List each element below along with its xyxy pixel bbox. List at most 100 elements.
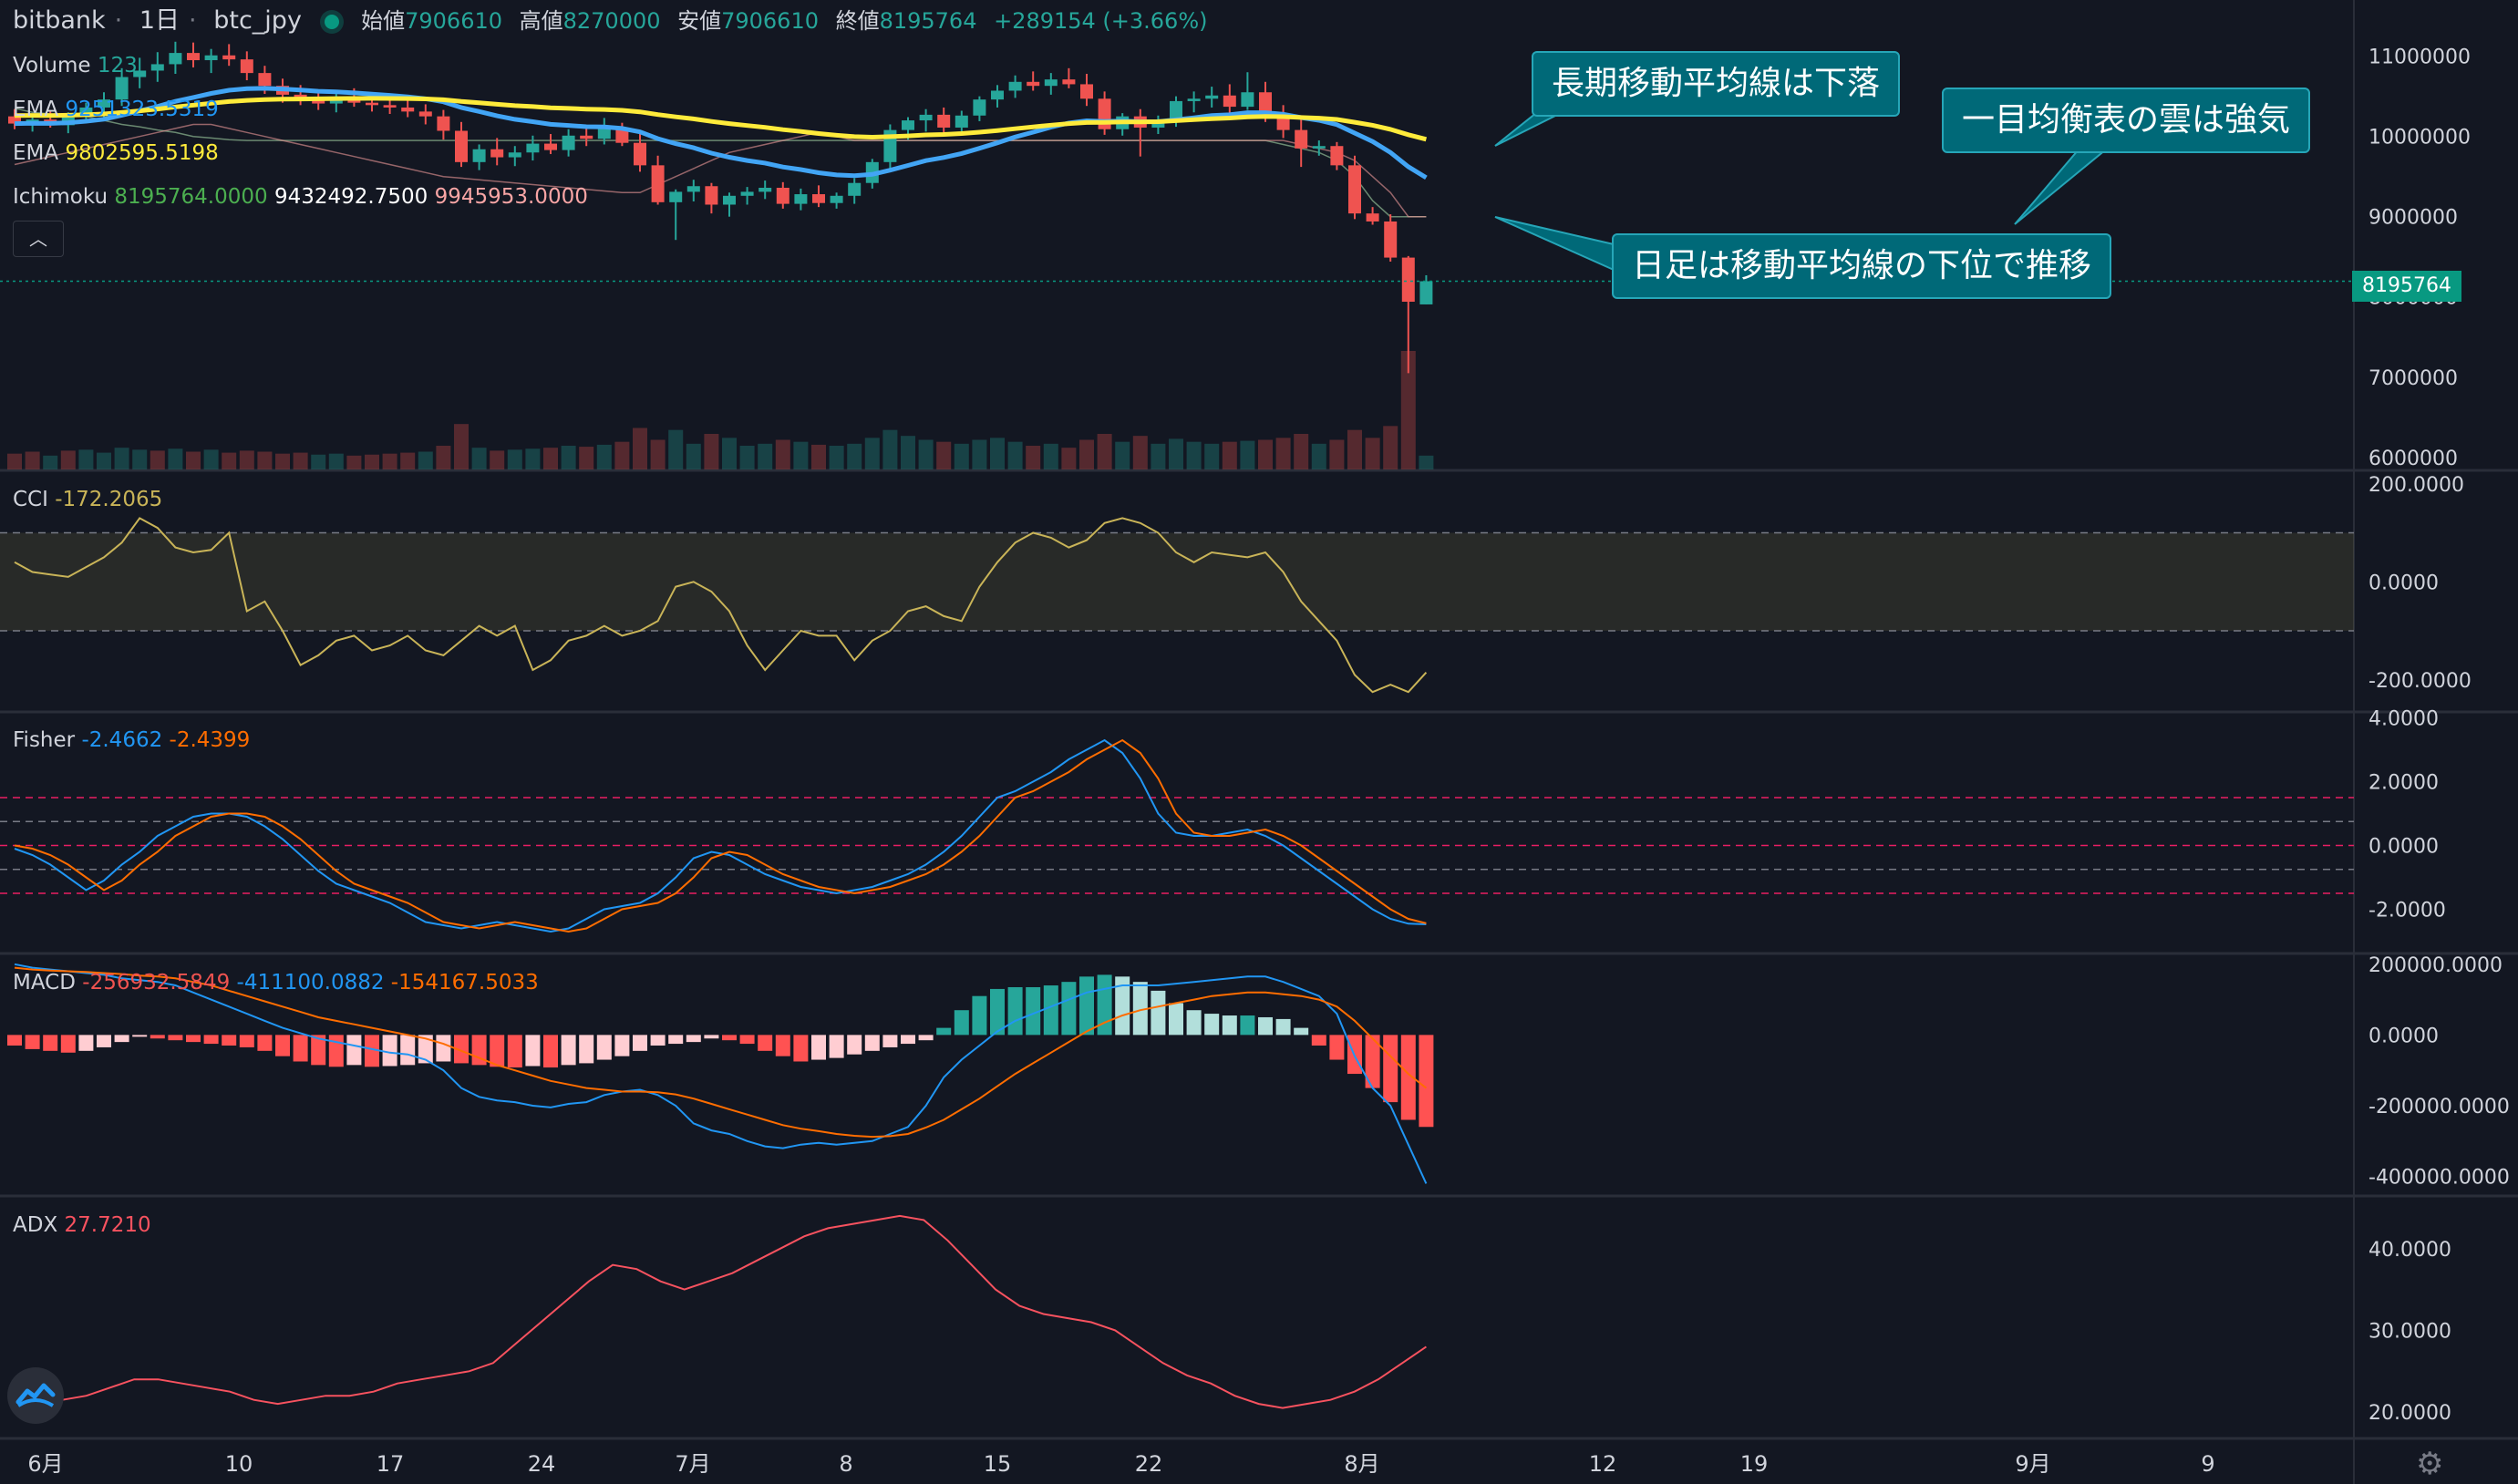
y-tick-label: 0.0000 bbox=[2368, 836, 2439, 859]
candle-body bbox=[1170, 100, 1182, 122]
volume-bar bbox=[346, 455, 362, 469]
candle-body bbox=[1205, 95, 1219, 99]
macd-histogram-bar bbox=[686, 1035, 701, 1043]
exchange-name: bitbank bbox=[13, 6, 106, 35]
volume-bar bbox=[7, 453, 22, 469]
volume-bar bbox=[186, 451, 201, 469]
fisher-legend[interactable]: Fisher -2.4662 -2.4399 bbox=[13, 728, 251, 752]
volume-bar bbox=[1419, 455, 1434, 469]
macd-histogram-bar bbox=[739, 1035, 755, 1045]
candle-body bbox=[222, 55, 236, 60]
callout-cloud[interactable]: 一目均衡表の雲は強気 bbox=[1942, 88, 2311, 153]
macd-histogram-bar bbox=[722, 1035, 737, 1041]
interval[interactable]: 1日 bbox=[139, 6, 181, 35]
candle-body bbox=[848, 182, 862, 196]
volume-bar bbox=[328, 453, 344, 469]
macd-histogram-bar bbox=[847, 1035, 862, 1055]
x-tick-label: 8月 bbox=[1344, 1451, 1379, 1477]
macd-histogram-bar bbox=[1419, 1035, 1434, 1128]
ema1-legend[interactable]: EMA 9251323.5319 bbox=[13, 98, 219, 121]
candle-body bbox=[1062, 79, 1076, 85]
candle-body bbox=[383, 105, 397, 108]
candle-body bbox=[1044, 79, 1058, 87]
cci-legend[interactable]: CCI -172.2065 bbox=[13, 488, 163, 511]
y-tick-label: 6000000 bbox=[2368, 448, 2458, 470]
macd-histogram-bar bbox=[490, 1035, 505, 1067]
symbol[interactable]: btc_jpy bbox=[213, 6, 302, 35]
volume-bar bbox=[1329, 439, 1345, 469]
candle-body bbox=[1080, 84, 1093, 99]
macd-histogram-bar bbox=[1026, 986, 1041, 1036]
volume-bar bbox=[1026, 446, 1041, 469]
macd-histogram-bar bbox=[1132, 982, 1148, 1036]
tradingview-logo-icon[interactable] bbox=[7, 1367, 64, 1424]
macd-histogram-bar bbox=[78, 1035, 94, 1051]
y-tick-label: 10000000 bbox=[2368, 127, 2471, 149]
macd-histogram-bar bbox=[454, 1035, 469, 1064]
volume-bar bbox=[1115, 441, 1130, 469]
volume-bar bbox=[668, 429, 684, 469]
volume-bar bbox=[775, 439, 790, 469]
macd-histogram-bar bbox=[918, 1035, 934, 1041]
candle-body bbox=[150, 64, 164, 71]
volume-bar bbox=[686, 443, 701, 469]
candle-body bbox=[1027, 81, 1040, 87]
volume-bar bbox=[436, 446, 451, 469]
x-tick-label: 12 bbox=[1589, 1451, 1617, 1477]
macd-histogram-bar bbox=[1222, 1015, 1237, 1036]
candle-body bbox=[204, 55, 218, 61]
macd-histogram-bar bbox=[1151, 990, 1166, 1036]
candle-body bbox=[490, 149, 504, 158]
candle-body bbox=[902, 120, 914, 130]
candle-body bbox=[991, 90, 1004, 100]
volume-bar bbox=[382, 453, 397, 469]
macd-histogram-bar bbox=[1204, 1014, 1220, 1036]
callout-daily[interactable]: 日足は移動平均線の下位で推移 bbox=[1612, 233, 2112, 299]
ichimoku-legend[interactable]: Ichimoku 8195764.0000 9432492.7500 99459… bbox=[13, 185, 588, 209]
macd-histogram-bar bbox=[257, 1035, 273, 1051]
volume-bar bbox=[847, 443, 862, 469]
adx-legend[interactable]: ADX 27.7210 bbox=[13, 1213, 151, 1237]
macd-histogram-bar bbox=[561, 1035, 576, 1066]
macd-legend[interactable]: MACD -256932.5849 -411100.0882 -154167.5… bbox=[13, 971, 539, 994]
volume-bar bbox=[507, 449, 522, 469]
x-tick-label: 19 bbox=[1740, 1451, 1769, 1477]
volume-bar bbox=[829, 446, 844, 469]
volume-bar bbox=[239, 450, 254, 469]
candle-body bbox=[526, 143, 540, 153]
volume-bar bbox=[1347, 429, 1362, 469]
callout-long-ma[interactable]: 長期移動平均線は下落 bbox=[1532, 51, 1901, 117]
macd-histogram-bar bbox=[525, 1035, 541, 1067]
x-tick-label: 7月 bbox=[675, 1451, 710, 1477]
volume-bar bbox=[150, 450, 165, 469]
collapse-legend-button[interactable]: ︿ bbox=[13, 221, 64, 257]
close-label: 終値 bbox=[835, 8, 880, 34]
candle-body bbox=[740, 191, 754, 196]
volume-bar bbox=[222, 452, 237, 469]
volume-legend[interactable]: Volume 123 bbox=[13, 54, 138, 77]
volume-bar bbox=[60, 450, 76, 469]
macd-histogram-bar bbox=[1115, 976, 1130, 1036]
volume-bar bbox=[114, 448, 129, 469]
candle-body bbox=[1401, 257, 1415, 303]
macd-histogram-bar bbox=[811, 1035, 826, 1060]
ema2-legend[interactable]: EMA 9802595.5198 bbox=[13, 141, 219, 165]
macd-histogram-bar bbox=[882, 1035, 898, 1047]
volume-bar bbox=[1365, 438, 1380, 469]
volume-bar bbox=[793, 441, 809, 469]
volume-bar bbox=[1132, 436, 1148, 469]
candle-body bbox=[562, 135, 575, 150]
y-tick-label: -200.0000 bbox=[2368, 670, 2472, 693]
volume-bar bbox=[1151, 443, 1166, 469]
high-value: 8270000 bbox=[562, 8, 661, 34]
settings-gear-icon[interactable]: ⚙ bbox=[2416, 1446, 2444, 1482]
high-label: 高値 bbox=[519, 8, 563, 34]
candle-body bbox=[401, 107, 415, 112]
macd-histogram-bar bbox=[507, 1035, 522, 1068]
macd-histogram-bar bbox=[275, 1035, 290, 1056]
cci-band bbox=[0, 532, 2354, 631]
macd-histogram-bar bbox=[775, 1035, 790, 1056]
last-price-tag: 8195764 bbox=[2352, 271, 2461, 302]
status-dot-icon bbox=[324, 14, 339, 29]
